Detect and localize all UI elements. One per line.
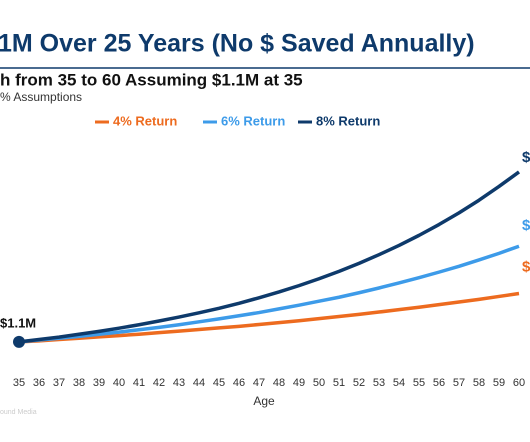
- x-tick-label: 42: [153, 377, 165, 389]
- x-tick-label: 35: [13, 377, 25, 389]
- watermark: ound Media: [0, 409, 37, 416]
- x-tick-label: 56: [433, 377, 445, 389]
- x-tick-label: 60: [513, 377, 525, 389]
- x-tick-label: 52: [353, 377, 365, 389]
- x-axis-label: Age: [253, 394, 275, 408]
- series-line: [18, 291, 520, 344]
- note: % Assumptions: [0, 90, 82, 104]
- legend-label: 8% Return: [316, 113, 380, 128]
- chart-title: 1M Over 25 Years (No $ Saved Annually): [0, 30, 475, 58]
- x-tick-label: 46: [233, 377, 245, 389]
- subtitle: h from 35 to 60 Assuming $1.1M at 35: [0, 70, 303, 89]
- x-tick-label: 55: [413, 377, 425, 389]
- x-tick-label: 57: [453, 377, 465, 389]
- x-tick-label: 54: [393, 377, 405, 389]
- x-tick-label: 47: [253, 377, 265, 389]
- end-label: $: [522, 259, 530, 276]
- x-tick-label: 45: [213, 377, 225, 389]
- x-tick-label: 53: [373, 377, 385, 389]
- x-tick-label: 58: [473, 377, 485, 389]
- start-point: [13, 335, 25, 348]
- series-line: [18, 244, 520, 344]
- x-tick-label: 38: [73, 377, 85, 389]
- x-tick-label: 40: [113, 377, 125, 389]
- x-tick-label: 50: [313, 377, 325, 389]
- x-tick-label: 59: [493, 377, 505, 389]
- legend-label: 6% Return: [221, 113, 285, 128]
- x-tick-label: 37: [53, 377, 65, 389]
- x-tick-label: 43: [173, 377, 185, 389]
- x-tick-label: 41: [133, 377, 145, 389]
- x-tick-label: 44: [193, 377, 205, 389]
- end-label: $: [522, 217, 530, 234]
- legend-label: 4% Return: [113, 113, 177, 128]
- x-tick-label: 48: [273, 377, 285, 389]
- end-label: $: [522, 149, 530, 166]
- x-tick-label: 36: [33, 377, 45, 389]
- x-tick-label: 49: [293, 377, 305, 389]
- series-line: [18, 170, 521, 344]
- start-label: $1.1M: [0, 315, 36, 330]
- x-tick-label: 51: [333, 377, 345, 389]
- x-tick-label: 39: [93, 377, 105, 389]
